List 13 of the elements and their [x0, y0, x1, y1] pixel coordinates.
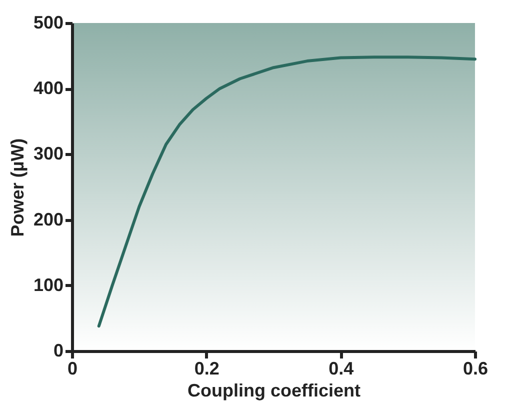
y-tick-label: 200 [33, 209, 64, 230]
line-series [97, 56, 476, 328]
y-tick-label: 500 [33, 12, 64, 32]
x-axis-title: Coupling coefficient [188, 380, 360, 400]
y-axis-title: Power (µW) [7, 138, 28, 237]
y-tick-label: 0 [53, 340, 64, 360]
y-tick-label: 300 [33, 144, 64, 164]
x-tick-label: 0.2 [194, 358, 220, 378]
y-tick-label: 400 [33, 78, 64, 98]
x-tick-label: 0.6 [462, 358, 488, 378]
y-tick-label: 100 [33, 274, 64, 295]
x-tick-label: 0 [67, 358, 78, 378]
x-tick-label: 0.4 [328, 358, 354, 378]
